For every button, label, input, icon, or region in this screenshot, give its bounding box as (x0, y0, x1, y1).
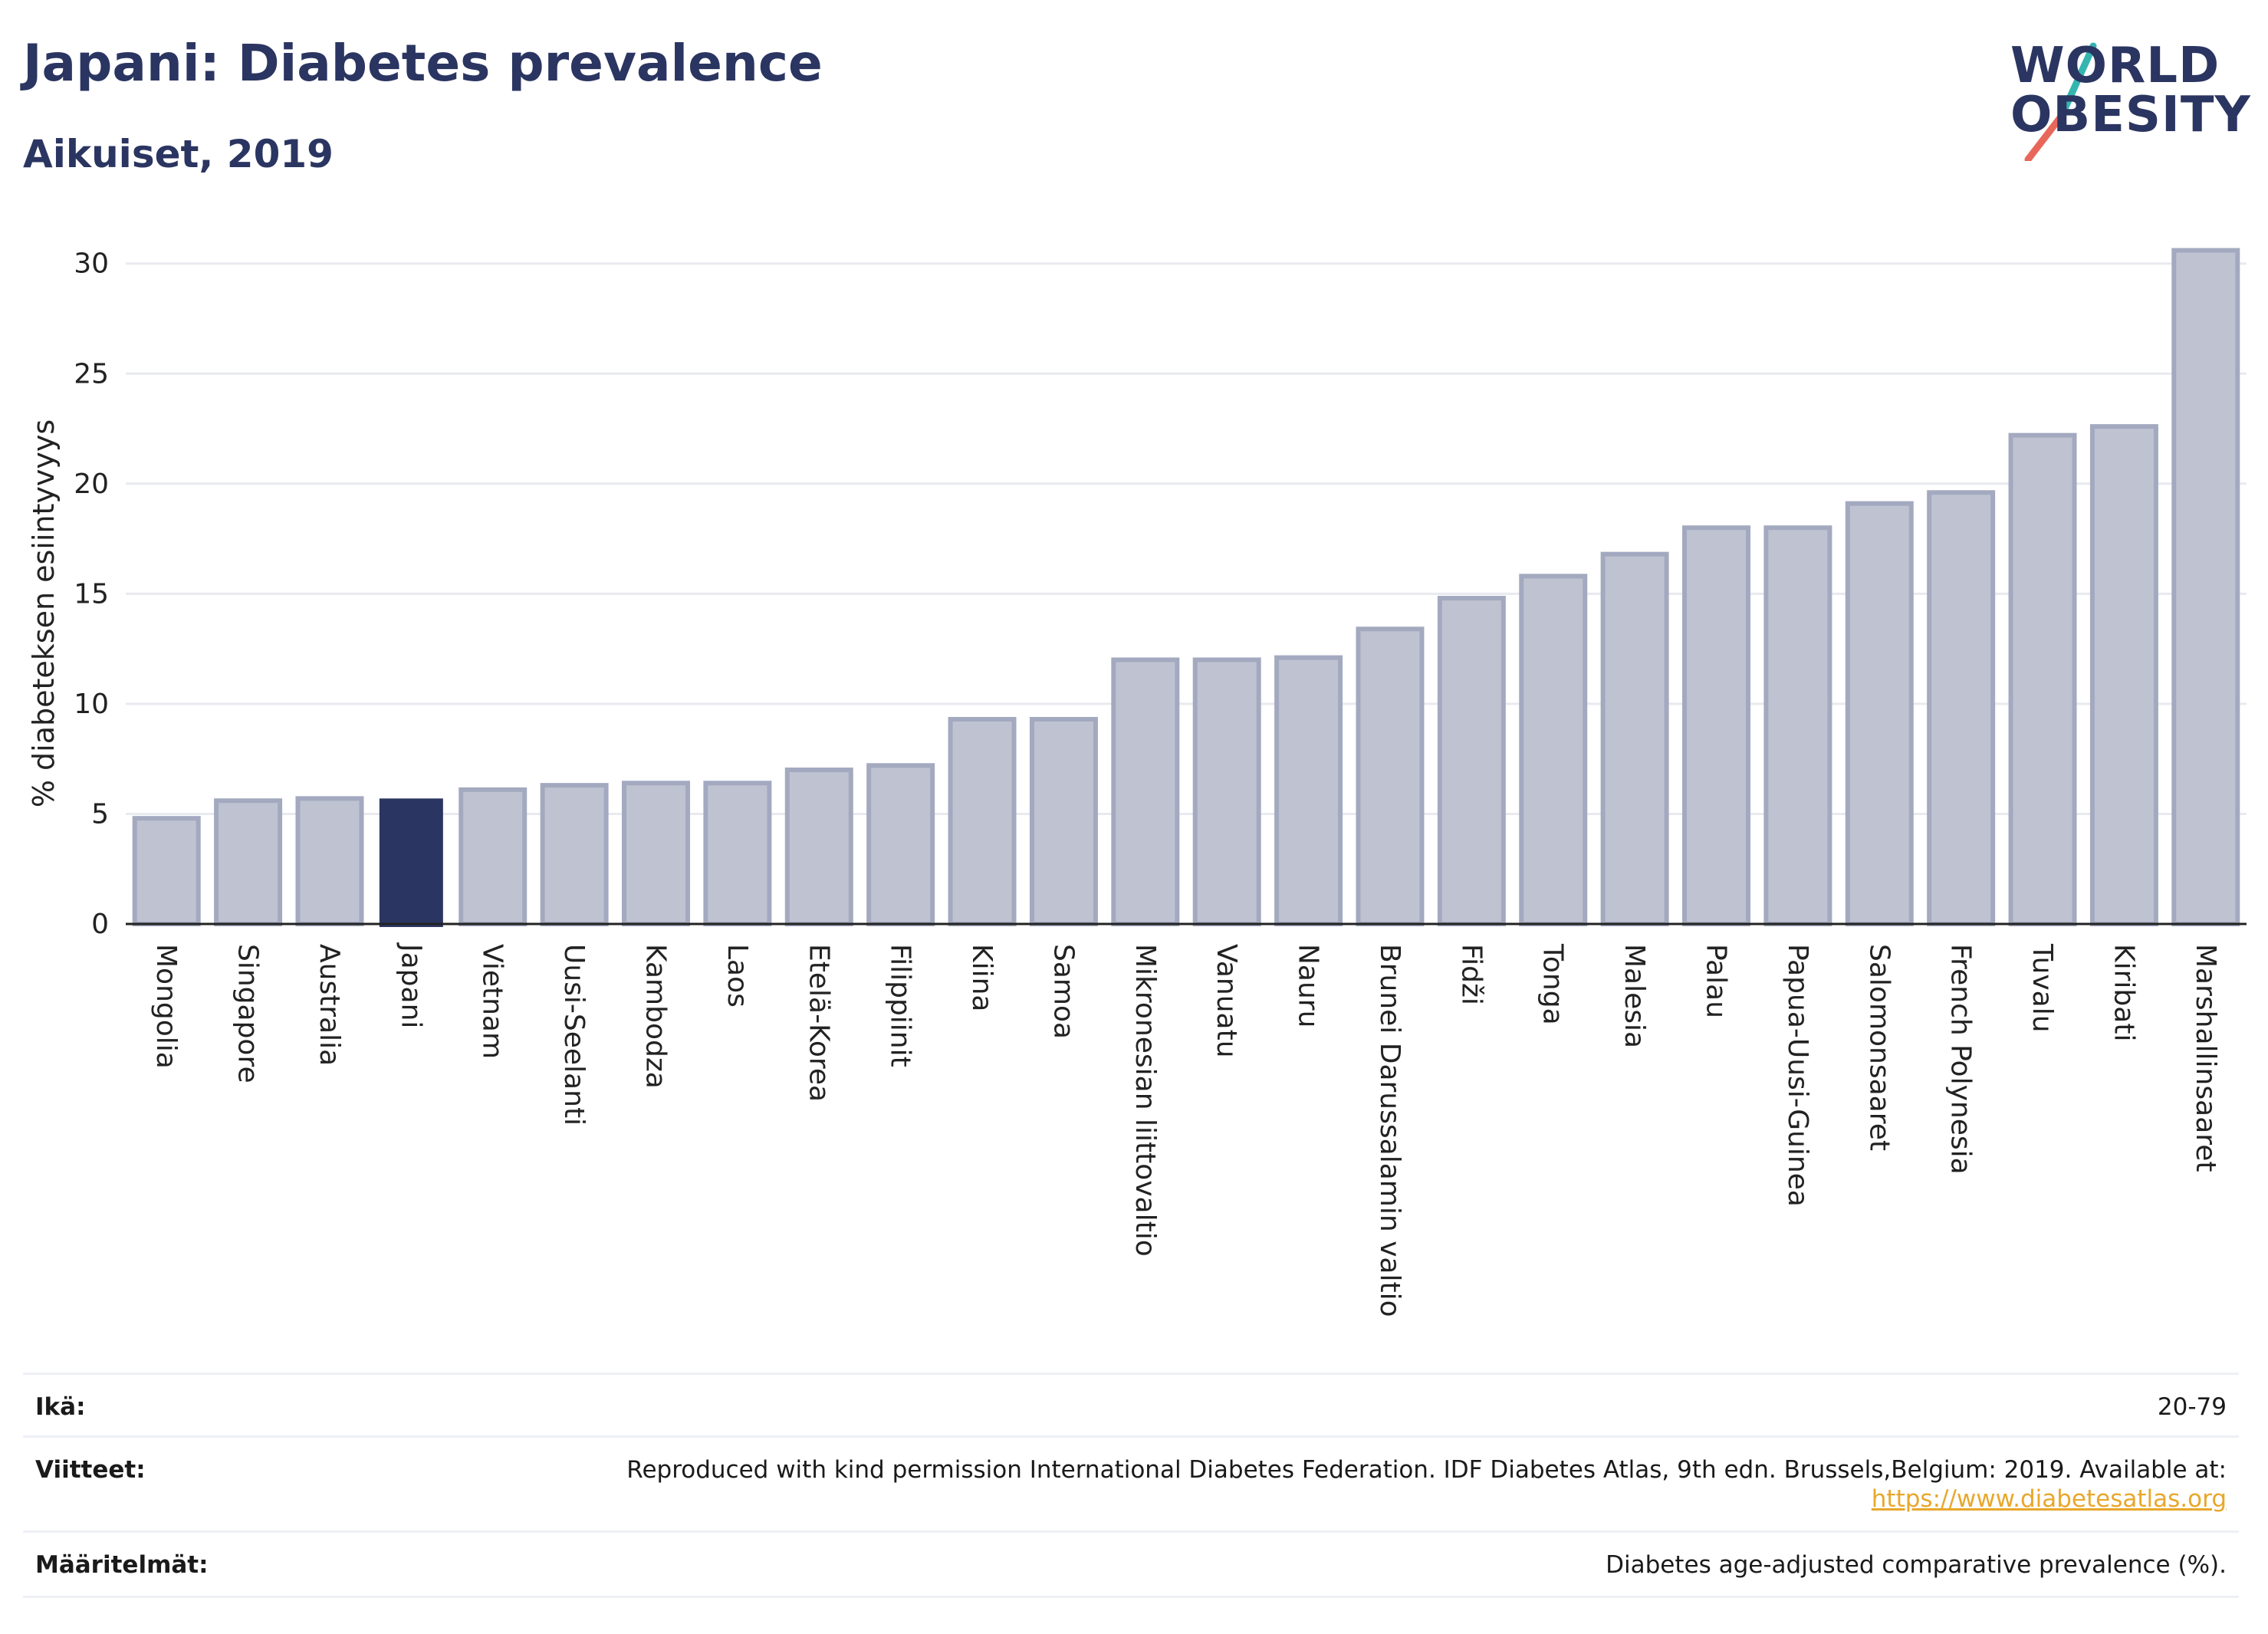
x-tick-label: Japani (395, 942, 426, 1028)
x-tick-label: Palau (1701, 944, 1732, 1018)
bar (1356, 626, 1425, 927)
x-tick-label: Laos (721, 944, 753, 1008)
x-tick-label: Mongolia (150, 944, 182, 1069)
bar (948, 717, 1017, 926)
x-tick-label: Samoa (1047, 944, 1079, 1039)
y-tick-label: 5 (91, 798, 109, 830)
bar (784, 768, 853, 927)
bar (1437, 596, 1506, 927)
x-tick-label: Tuvalu (2026, 943, 2058, 1033)
chart-title: Japani: Diabetes prevalence (23, 34, 823, 93)
y-tick-label: 20 (74, 469, 109, 500)
bar (1519, 574, 1588, 926)
footer-row-age: Ikä: 20-79 (23, 1373, 2239, 1438)
bar (703, 781, 772, 926)
x-tick-label: Kiribati (2108, 944, 2139, 1041)
y-tick-label: 10 (74, 689, 109, 720)
bar (1845, 501, 1914, 927)
references-label: Viitteet: (35, 1456, 146, 1484)
x-tick-label: Brunei Darussalamin valtio (1374, 944, 1405, 1317)
bar (1111, 657, 1180, 927)
bar (214, 798, 283, 927)
x-tick-label: Malesia (1619, 944, 1650, 1048)
y-tick-label: 0 (91, 909, 109, 940)
bar (2171, 248, 2240, 926)
x-tick-label: Nauru (1293, 944, 1324, 1027)
chart-subtitle: Aikuiset, 2019 (23, 132, 334, 176)
bar (295, 796, 364, 927)
x-tick-label: Uusi-Seelanti (558, 944, 590, 1126)
x-tick-label: French Polynesia (1945, 944, 1977, 1175)
x-tick-label: Papua-Uusi-Guinea (1782, 944, 1813, 1207)
x-tick-label: Marshallinsaaret (2190, 944, 2221, 1172)
bar (2008, 432, 2077, 927)
bar (1274, 655, 1343, 926)
bar (379, 798, 443, 927)
chart-footer: Ikä: 20-79 Viitteet: Reproduced with kin… (23, 1373, 2239, 1603)
bar (2089, 424, 2158, 926)
x-tick-label: Mikronesian liittovaltio (1129, 944, 1161, 1257)
age-label: Ikä: (35, 1393, 86, 1421)
y-tick-label: 30 (74, 248, 109, 280)
y-tick-label: 15 (74, 578, 109, 610)
bar (866, 763, 935, 927)
x-tick-label: Salomonsaaret (1863, 944, 1895, 1151)
references-link[interactable]: https://www.diabetesatlas.org (1871, 1485, 2227, 1513)
age-value: 20-79 (2157, 1393, 2227, 1421)
x-tick-label: Australia (314, 944, 345, 1066)
bar (459, 787, 528, 926)
definitions-label: Määritelmät: (35, 1551, 209, 1579)
bar (1029, 717, 1098, 926)
bar (622, 781, 690, 926)
x-tick-label: Tonga (1537, 943, 1569, 1025)
bar (540, 783, 609, 926)
world-obesity-logo[interactable]: WORLD OBESITY (1994, 31, 2254, 161)
bar (1682, 525, 1750, 926)
bar (1763, 525, 1832, 926)
y-axis-label: % diabeteksen esiintyvyys (27, 419, 61, 807)
logo-line-2: OBESITY (2010, 87, 2251, 143)
definitions-value: Diabetes age-adjusted comparative preval… (1606, 1551, 2227, 1579)
x-tick-label: Filippiinit (885, 944, 916, 1067)
logo-line-1: WORLD (2010, 38, 2220, 94)
logo-slash-icon (2024, 42, 2097, 161)
x-tick-label: Kiina (966, 944, 998, 1012)
references-text: Reproduced with kind permission Internat… (626, 1456, 2227, 1484)
footer-row-definitions: Määritelmät: Diabetes age-adjusted compa… (23, 1530, 2239, 1598)
x-tick-label: Singapore (232, 944, 264, 1083)
footer-row-references: Viitteet: Reproduced with kind permissio… (23, 1435, 2239, 1533)
bar (1192, 657, 1261, 927)
x-tick-label: Etelä-Korea (803, 944, 834, 1102)
bar (132, 816, 201, 926)
x-tick-label: Vanuatu (1211, 944, 1242, 1058)
bar-chart: 0 5 10 15 20 25 30 % diabeteksen esiintyvyys Mon… (27, 248, 2247, 1317)
x-tick-label: Kambodza (640, 944, 672, 1089)
bar (1927, 490, 1996, 926)
y-tick-label: 25 (74, 358, 109, 390)
bar (1600, 551, 1669, 926)
x-tick-label: Vietnam (477, 944, 508, 1059)
x-tick-label: Fidži (1455, 944, 1487, 1005)
